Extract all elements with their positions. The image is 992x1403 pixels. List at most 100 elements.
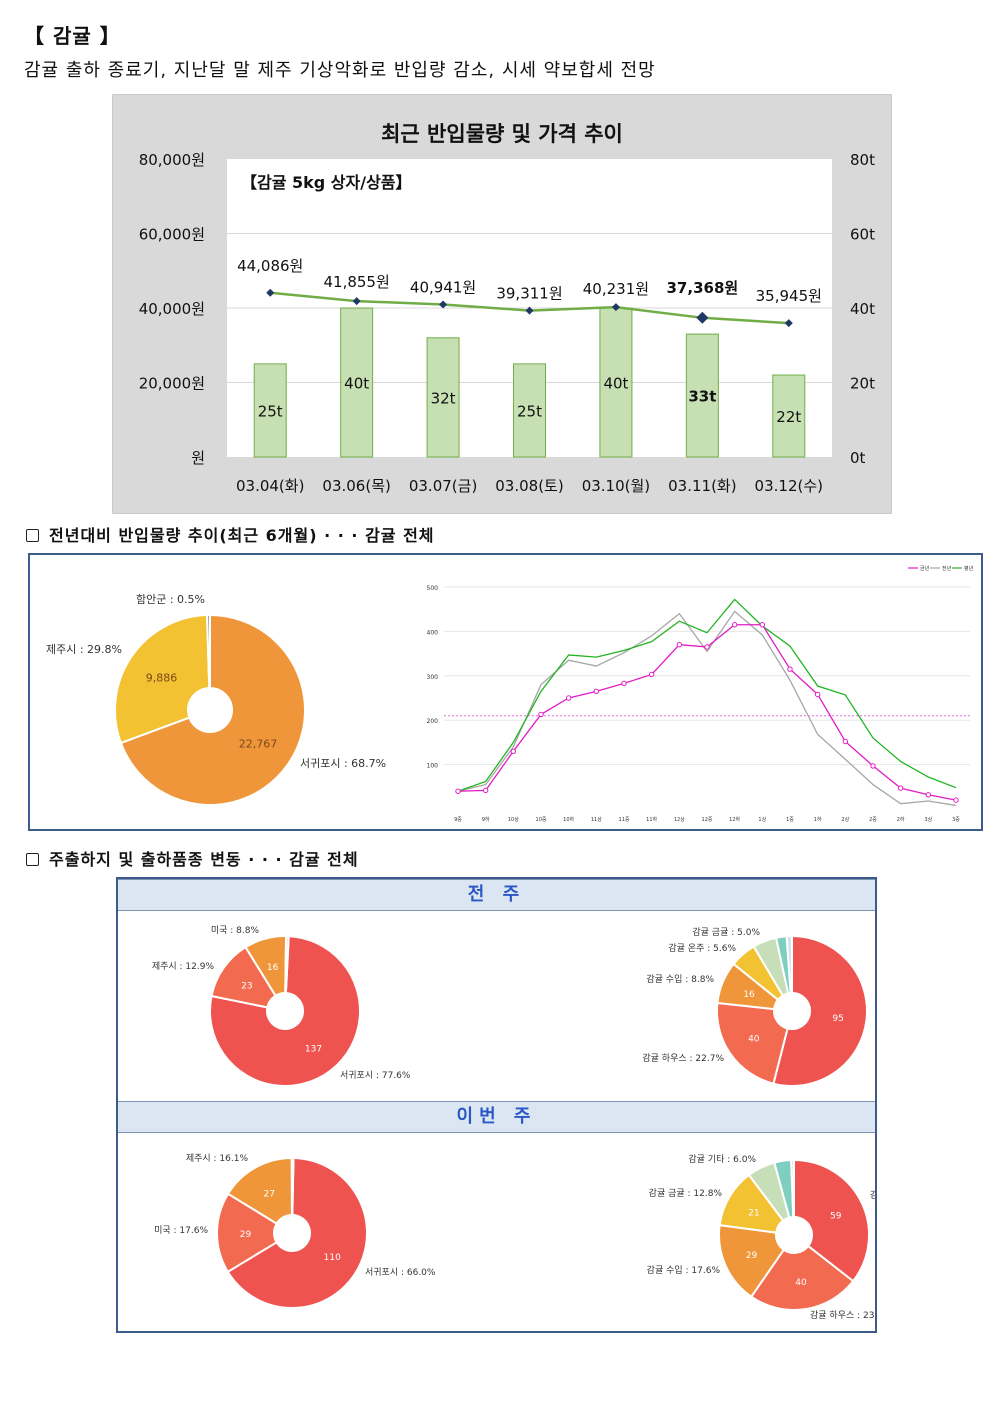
series-line (457, 598, 957, 792)
x-tick-label: 03.11(화) (668, 477, 736, 495)
price-marker (266, 288, 275, 297)
pie-slice (716, 1001, 789, 1085)
price-label: 40,231원 (583, 280, 649, 298)
pie-value-label: 40 (748, 1035, 760, 1045)
series-marker (593, 688, 600, 695)
pie-category-label: 감귤 온주 : 5.6% (668, 942, 736, 954)
pie-category-label: 감귤 수입 : 8.8% (646, 973, 714, 985)
this-week-origin-pie: 110 서귀포시 : 66.0% 29 미국 : 17.6% 27 제주시 : 16.1% (154, 1153, 436, 1309)
pie-value-label: 21 (748, 1208, 759, 1218)
page-subtitle: 감귤 출하 종료기, 지난달 말 제주 기상악화로 반입량 감소, 시세 약보합… (24, 60, 656, 81)
section-heading-trend-text: 전년대비 반입물량 추이(최근 6개월) · · · 감귤 전체 (49, 526, 435, 545)
x-tick-label: 11중 (619, 817, 630, 823)
x-tick-label: 10상 (508, 816, 519, 823)
this-week-variety-pie: 59 감귤 비가림 : 35.2% 40 감귤 하우스 : 23.7% 29 감귤 수입 … (647, 1153, 875, 1321)
x-tick-label: 2중 (869, 817, 877, 823)
pie-value-label: 16 (267, 963, 279, 973)
pie-slice (205, 613, 211, 690)
x-tick-label: 2상 (841, 816, 849, 823)
volume-bar (772, 374, 806, 458)
last-week-origin-pie: 137 서귀포시 : 77.6% 23 제주시 : 12.9% 16 미국 : 8.8% (152, 925, 411, 1087)
volume-bar-label: 25t (517, 402, 542, 420)
pie-value-label: 27 (264, 1189, 275, 1199)
x-tick-label: 10하 (563, 816, 574, 823)
x-tick-label: 10중 (536, 817, 547, 823)
yoy-volume-line-chart: 500 400 300 200 100 9중 9하 10상 10중 10하 11상 11중 11하 12상… (427, 565, 974, 823)
pie-value-label: 9,886 (146, 671, 178, 684)
series-marker (731, 622, 738, 628)
y-tick-label: 500 (427, 585, 439, 592)
series-marker (870, 763, 876, 769)
y-left-tick-label: 80,000원 (139, 151, 205, 169)
x-tick-label: 3중 (952, 817, 960, 823)
x-tick-label: 9중 (454, 817, 462, 823)
price-marker (696, 311, 709, 324)
price-marker (352, 297, 361, 306)
y-left-tick-label: 20,000원 (139, 375, 205, 393)
price-marker (439, 300, 448, 309)
section-heading-origin-variety-text: 주출하지 및 출하품종 변동 · · · 감귤 전체 (49, 850, 359, 869)
series-marker (565, 695, 572, 701)
series-marker (814, 691, 821, 698)
x-tick-label: 12중 (702, 817, 713, 823)
series-marker (759, 622, 766, 628)
volume-bar (426, 337, 460, 458)
pie-category-label: 미국 : 17.6% (154, 1225, 208, 1236)
x-tick-label: 1하 (814, 816, 822, 823)
series-marker (842, 738, 849, 745)
y-right-tick-label: 20t (850, 375, 875, 393)
series-marker (787, 666, 793, 672)
legend-label: 전년 (942, 565, 952, 572)
pie-slice (216, 1192, 279, 1274)
volume-bar (685, 333, 719, 458)
pie-slice (785, 934, 793, 995)
chart-title: 최근 반입물량 및 가격 추이 (381, 122, 623, 146)
x-tick-label: 1상 (758, 816, 766, 823)
price-marker (611, 303, 620, 312)
legend-label: 평년 (964, 565, 974, 572)
y-right-tick-label: 60t (850, 226, 875, 244)
price-label: 40,941원 (410, 278, 476, 296)
x-tick-label: 12상 (674, 816, 685, 823)
series-marker (482, 787, 489, 794)
volume-bar-label: 22t (776, 408, 801, 426)
pie-value-label: 23 (241, 981, 252, 991)
pie-category-label: 서귀포시 : 66.0% (365, 1267, 436, 1278)
section-heading-trend: 전년대비 반입물량 추이(최근 6개월) · · · 감귤 전체 (26, 522, 435, 546)
pie-category-label: 제주시 : 12.9% (152, 961, 215, 972)
x-tick-label: 03.12(수) (755, 477, 823, 495)
pie-category-label: 미국 : 8.8% (211, 925, 260, 936)
checkbox-square-icon (26, 853, 39, 866)
x-tick-label: 3상 (924, 816, 932, 823)
series-marker (510, 748, 517, 754)
volume-bar (340, 307, 374, 458)
pie-value-label: 29 (746, 1251, 758, 1261)
pie-category-label: 제주시 : 29.8% (46, 643, 122, 656)
pie-slice (749, 1244, 855, 1311)
series-marker (704, 644, 710, 650)
x-tick-label: 03.04(화) (236, 477, 304, 495)
pie-value-label: 137 (305, 1045, 322, 1055)
pie-slice (119, 613, 306, 806)
checkbox-square-icon (26, 529, 39, 542)
pie-slice (209, 935, 361, 1087)
volume-bar (513, 363, 546, 458)
y-right-tick-label: 40t (850, 300, 875, 318)
pie-value-label: 29 (240, 1230, 252, 1240)
y-left-tick-label: 40,000원 (139, 300, 205, 318)
x-tick-label: 11상 (591, 816, 602, 823)
x-tick-label: 11하 (646, 816, 657, 823)
pie-value-label: 22,767 (239, 737, 278, 750)
chart-annotation: 【감귤 5kg 상자/상품】 (241, 173, 412, 192)
y-left-tick-label: 60,000원 (139, 226, 205, 244)
trend-panel: 22,767 서귀포시 : 68.7% 9,886 제주시 : 29.8% 함안군 : … (28, 553, 983, 831)
x-tick-label: 03.06(목) (322, 477, 390, 495)
pie-slice (226, 1156, 293, 1225)
y-left-tick-label: 원 (191, 449, 205, 467)
pie-slice (226, 1156, 368, 1309)
price-label: 44,086원 (237, 257, 303, 275)
series-marker (925, 792, 932, 798)
series-marker (621, 680, 627, 687)
page-title: 【 감귤 】 (24, 24, 121, 48)
